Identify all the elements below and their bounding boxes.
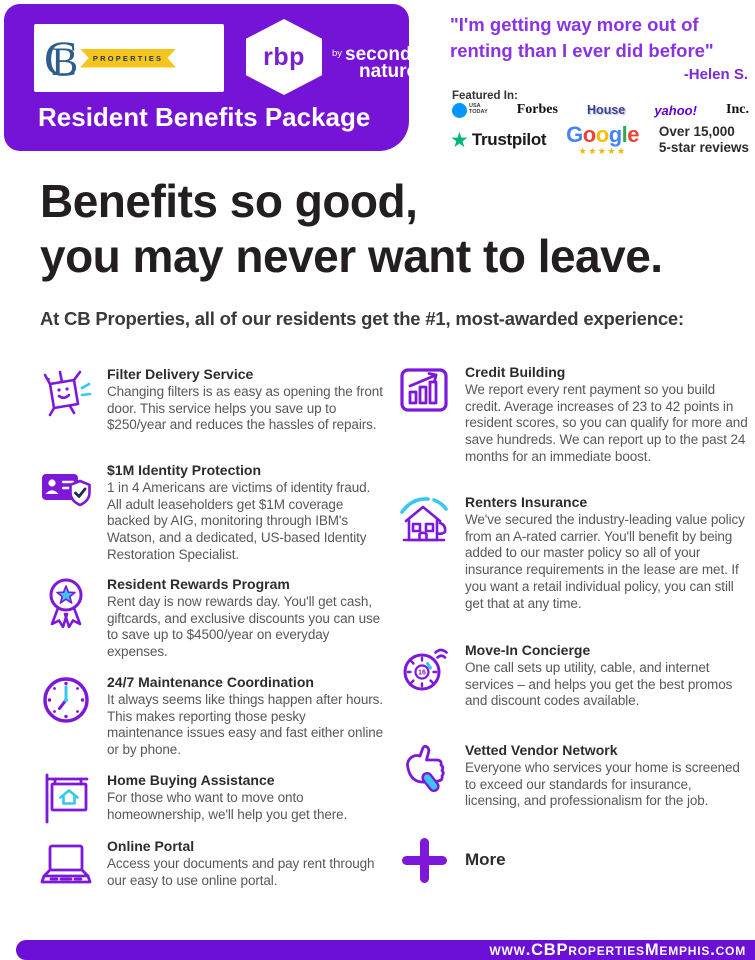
benefit-body: Everyone who services your home is scree… <box>465 760 740 809</box>
trustpilot-logo: ★ Trustpilot <box>450 128 547 152</box>
usa-today-circle-icon <box>452 102 467 118</box>
benefit-icon-slot <box>40 674 92 726</box>
benefit-award-medal: Resident Rewards Program Rent day is now… <box>40 576 385 661</box>
benefit-title: Resident Rewards Program <box>107 576 290 592</box>
footer-bar: www.CBPropertiesMemphis.com <box>16 940 755 960</box>
benefit-icon-slot <box>398 364 450 416</box>
benefits-column-right: Credit Building We report every rent pay… <box>398 0 750 960</box>
filter-box-mascot-icon <box>40 366 92 418</box>
benefits-column-left: Filter Delivery Service Changing filters… <box>40 0 385 960</box>
benefit-title: 24/7 Maintenance Coordination <box>107 674 314 690</box>
benefit-thumbs-up: Vetted Vendor Network Everyone who servi… <box>398 742 750 810</box>
page-headline: Benefits so good, you may never want to … <box>40 175 663 283</box>
website-url-link[interactable]: www.CBPropertiesMemphis.com <box>489 940 746 959</box>
benefit-insured-house: Renters Insurance We've secured the indu… <box>398 494 750 612</box>
dial-timer-icon: 16 <box>398 642 450 694</box>
benefit-credit-chart: Credit Building We report every rent pay… <box>398 364 750 466</box>
cb-properties-logo: CB PROPERTIES <box>34 24 224 92</box>
benefit-body: Changing filters is as easy as opening t… <box>107 384 383 433</box>
benefit-body: We've secured the industry-leading value… <box>465 512 745 611</box>
benefit-title: Renters Insurance <box>465 494 588 510</box>
benefit-body: For those who want to move onto homeowne… <box>107 790 348 822</box>
inc-logo: Inc. <box>726 102 749 117</box>
benefit-icon-slot <box>40 462 92 514</box>
trustpilot-star-icon: ★ <box>450 128 469 152</box>
benefit-title: $1M Identity Protection <box>107 462 262 478</box>
featured-in-label: Featured In: <box>452 90 518 102</box>
laptop-icon <box>40 838 92 890</box>
benefit-title: More <box>465 850 506 869</box>
benefit-laptop: Online Portal Access your documents and … <box>40 838 385 890</box>
reviews-count: Over 15,000 5-star reviews <box>658 124 749 156</box>
credit-chart-icon <box>398 364 450 416</box>
benefit-dial-timer: 16 Move-In Concierge One call sets up ut… <box>398 642 750 710</box>
google-logo: Google ★★★★★ <box>566 124 639 156</box>
forbes-logo: Forbes <box>516 102 558 117</box>
clock-icon <box>40 674 92 726</box>
second-nature-wordmark: by second nature <box>332 44 418 83</box>
testimonial: "I'm getting way more out of renting tha… <box>450 12 748 83</box>
benefit-icon-slot <box>398 742 450 794</box>
benefit-plus: More <box>398 834 750 886</box>
benefit-title: Filter Delivery Service <box>107 366 254 382</box>
benefit-clock: 24/7 Maintenance Coordination It always … <box>40 674 385 759</box>
benefit-title: Home Buying Assistance <box>107 772 275 788</box>
benefit-body: 1 in 4 Americans are victims of identity… <box>107 480 371 562</box>
google-wordmark: Google <box>566 122 640 148</box>
usa-today-logo: USA TODAY <box>452 102 488 118</box>
benefit-icon-slot <box>40 838 92 890</box>
rbp-wordmark: rbp <box>263 42 305 71</box>
press-logo-row: USA TODAY Forbes House yahoo! Inc. <box>452 102 749 118</box>
insured-house-icon <box>398 494 450 546</box>
house-logo: House <box>587 103 626 117</box>
benefit-icon-slot <box>398 494 450 546</box>
benefit-icon-slot: 16 <box>398 642 450 694</box>
benefit-title: Move-In Concierge <box>465 642 591 658</box>
five-stars-icon: ★★★★★ <box>578 146 627 157</box>
plus-icon <box>398 834 450 886</box>
benefit-home-sign: Home Buying Assistance For those who wan… <box>40 772 385 824</box>
thumbs-up-icon <box>398 742 450 794</box>
benefit-icon-slot <box>40 366 92 418</box>
cb-monogram: CB <box>44 30 79 86</box>
testimonial-quote: "I'm getting way more out of renting tha… <box>450 14 714 61</box>
benefit-icon-slot <box>40 576 92 628</box>
svg-text:16: 16 <box>418 670 426 677</box>
properties-ribbon: PROPERTIES <box>80 48 177 68</box>
benefit-title: Credit Building <box>465 364 566 380</box>
header-card: CB PROPERTIES rbp by second nature Resid… <box>4 4 417 151</box>
rbp-logo: rbp <box>242 15 326 99</box>
benefit-title: Vetted Vendor Network <box>465 742 618 758</box>
benefit-body: We report every rent payment so you buil… <box>465 382 748 464</box>
benefit-icon-slot <box>40 772 92 824</box>
benefit-body: Rent day is now rewards day. You'll get … <box>107 594 381 660</box>
benefit-title: Online Portal <box>107 838 195 854</box>
benefit-body: One call sets up utility, cable, and int… <box>465 660 733 709</box>
yahoo-logo: yahoo! <box>654 102 697 118</box>
benefit-body: Access your documents and pay rent throu… <box>107 856 375 888</box>
benefit-id-shield: $1M Identity Protection 1 in 4 Americans… <box>40 462 385 564</box>
package-title: Resident Benefits Package <box>38 102 371 132</box>
id-shield-icon <box>40 462 92 514</box>
benefit-icon-slot <box>398 834 450 886</box>
benefit-filter-box-mascot: Filter Delivery Service Changing filters… <box>40 366 385 434</box>
home-sign-icon <box>40 772 92 824</box>
testimonial-attribution: -Helen S. <box>683 65 748 83</box>
benefit-body: It always seems like things happen after… <box>107 692 384 758</box>
page-subtitle: At CB Properties, all of our residents g… <box>40 308 684 329</box>
award-medal-icon <box>40 576 92 628</box>
review-row: ★ Trustpilot Google ★★★★★ Over 15,000 5-… <box>450 124 749 156</box>
